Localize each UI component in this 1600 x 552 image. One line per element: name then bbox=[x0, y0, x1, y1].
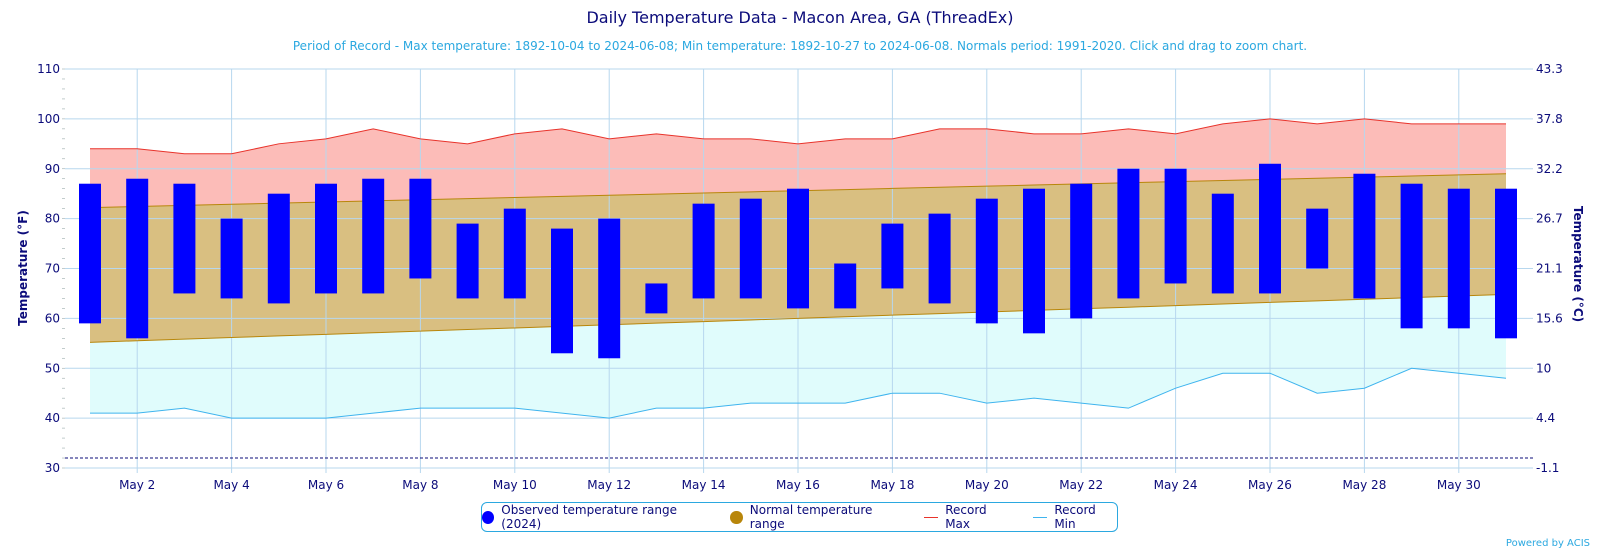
observed-bar[interactable] bbox=[173, 183, 196, 294]
observed-bar[interactable] bbox=[503, 208, 526, 299]
powered-by-link[interactable]: Powered by ACIS bbox=[1505, 538, 1590, 549]
observed-bar[interactable] bbox=[409, 178, 432, 279]
x-tick-label: May 2 bbox=[119, 478, 155, 492]
legend-record-max-marker bbox=[924, 516, 939, 518]
y2-axis-title: Temperature (°C) bbox=[1571, 206, 1585, 322]
temperature-chart[interactable]: 30 40 50 60 70 80 90 100 110 -1.1 4.4 10 15.6 21.1 26.… bbox=[0, 0, 1600, 500]
observed-bar[interactable] bbox=[267, 193, 290, 304]
y2-tick-label: 26.7 bbox=[1536, 212, 1563, 226]
x-tick-label: May 16 bbox=[776, 478, 820, 492]
x-tick-label: May 24 bbox=[1154, 478, 1198, 492]
y2-tick-label: 10 bbox=[1536, 361, 1551, 375]
x-tick-label: May 18 bbox=[870, 478, 914, 492]
observed-bar[interactable] bbox=[834, 263, 857, 309]
x-tick-label: May 8 bbox=[402, 478, 438, 492]
observed-bar[interactable] bbox=[126, 178, 149, 339]
observed-bar[interactable] bbox=[1164, 168, 1187, 284]
y2-tick-label: 21.1 bbox=[1536, 262, 1563, 276]
y-tick-label: 100 bbox=[37, 112, 60, 126]
x-tick-label: May 10 bbox=[493, 478, 537, 492]
record-max-line[interactable] bbox=[90, 118, 1506, 155]
y-tick-label: 60 bbox=[45, 311, 60, 325]
observed-bar[interactable] bbox=[739, 198, 762, 299]
observed-bar[interactable] bbox=[787, 188, 809, 309]
record-min-line[interactable] bbox=[90, 367, 1507, 419]
legend-item-record-min[interactable]: Record Min bbox=[1033, 503, 1117, 531]
x-tick-label: May 28 bbox=[1342, 478, 1386, 492]
y-axis-title: Temperature (°F) bbox=[16, 210, 30, 326]
observed-bar[interactable] bbox=[1211, 193, 1234, 294]
observed-bar[interactable] bbox=[1400, 183, 1423, 329]
y-tick-label: 90 bbox=[45, 162, 60, 176]
legend-record-max-label: Record Max bbox=[945, 503, 987, 531]
observed-bar[interactable] bbox=[1070, 183, 1093, 319]
observed-bar[interactable] bbox=[975, 198, 998, 324]
observed-bar[interactable] bbox=[362, 178, 385, 294]
observed-bar[interactable] bbox=[645, 283, 668, 314]
x-tick-label: May 30 bbox=[1437, 478, 1481, 492]
x-tick-label: May 12 bbox=[587, 478, 631, 492]
y2-tick-label: -1.1 bbox=[1536, 461, 1559, 475]
y2-tick-label: 15.6 bbox=[1536, 311, 1563, 325]
legend-normal-label: Normal temperature range bbox=[749, 503, 873, 531]
x-tick-label: May 6 bbox=[308, 478, 344, 492]
observed-bar[interactable] bbox=[551, 228, 573, 354]
observed-bar[interactable] bbox=[1117, 168, 1140, 299]
x-tick-label: May 26 bbox=[1248, 478, 1292, 492]
observed-bar[interactable] bbox=[1447, 188, 1470, 329]
x-tick-label: May 22 bbox=[1059, 478, 1103, 492]
observed-bar[interactable] bbox=[928, 213, 951, 304]
observed-bar[interactable] bbox=[1495, 188, 1517, 339]
legend-item-record-max[interactable]: Record Max bbox=[924, 503, 1011, 531]
observed-bar[interactable] bbox=[456, 223, 479, 299]
observed-bar[interactable] bbox=[1306, 208, 1329, 269]
legend-item-normal[interactable]: Normal temperature range bbox=[730, 503, 902, 531]
observed-bar[interactable] bbox=[315, 183, 337, 294]
legend-item-observed[interactable]: Observed temperature range (2024) bbox=[482, 503, 708, 531]
y2-tick-label: 43.3 bbox=[1536, 62, 1563, 76]
observed-bar[interactable] bbox=[881, 223, 904, 289]
legend-observed-label: Observed temperature range (2024) bbox=[501, 503, 677, 531]
y-tick-label: 30 bbox=[45, 461, 60, 475]
x-tick-label: May 4 bbox=[213, 478, 249, 492]
chart-legend: Observed temperature range (2024) Normal… bbox=[481, 502, 1118, 532]
y-tick-label: 50 bbox=[45, 361, 60, 375]
y-tick-label: 80 bbox=[45, 212, 60, 226]
y-tick-label: 70 bbox=[45, 262, 60, 276]
observed-bar[interactable] bbox=[79, 183, 101, 324]
y2-tick-label: 4.4 bbox=[1536, 411, 1555, 425]
chart-title: Daily Temperature Data - Macon Area, GA … bbox=[586, 8, 1014, 27]
chart-subtitle: Period of Record - Max temperature: 1892… bbox=[292, 39, 1308, 53]
observed-bar[interactable] bbox=[1259, 163, 1281, 294]
legend-normal-marker bbox=[730, 510, 743, 524]
observed-bar[interactable] bbox=[598, 218, 621, 359]
y2-tick-label: 32.2 bbox=[1536, 162, 1563, 176]
normal-min-line bbox=[89, 293, 1507, 343]
y2-tick-label: 37.8 bbox=[1536, 112, 1563, 126]
observed-bar[interactable] bbox=[220, 218, 243, 299]
y-tick-label: 110 bbox=[37, 62, 60, 76]
legend-observed-marker bbox=[482, 510, 495, 524]
x-tick-label: May 20 bbox=[965, 478, 1009, 492]
observed-bar[interactable] bbox=[1353, 173, 1376, 299]
legend-record-min-label: Record Min bbox=[1054, 503, 1096, 531]
x-tick-label: May 14 bbox=[682, 478, 726, 492]
observed-bar[interactable] bbox=[692, 203, 715, 299]
observed-bar[interactable] bbox=[1023, 188, 1045, 334]
y-tick-label: 40 bbox=[45, 411, 60, 425]
legend-record-min-marker bbox=[1033, 516, 1048, 518]
